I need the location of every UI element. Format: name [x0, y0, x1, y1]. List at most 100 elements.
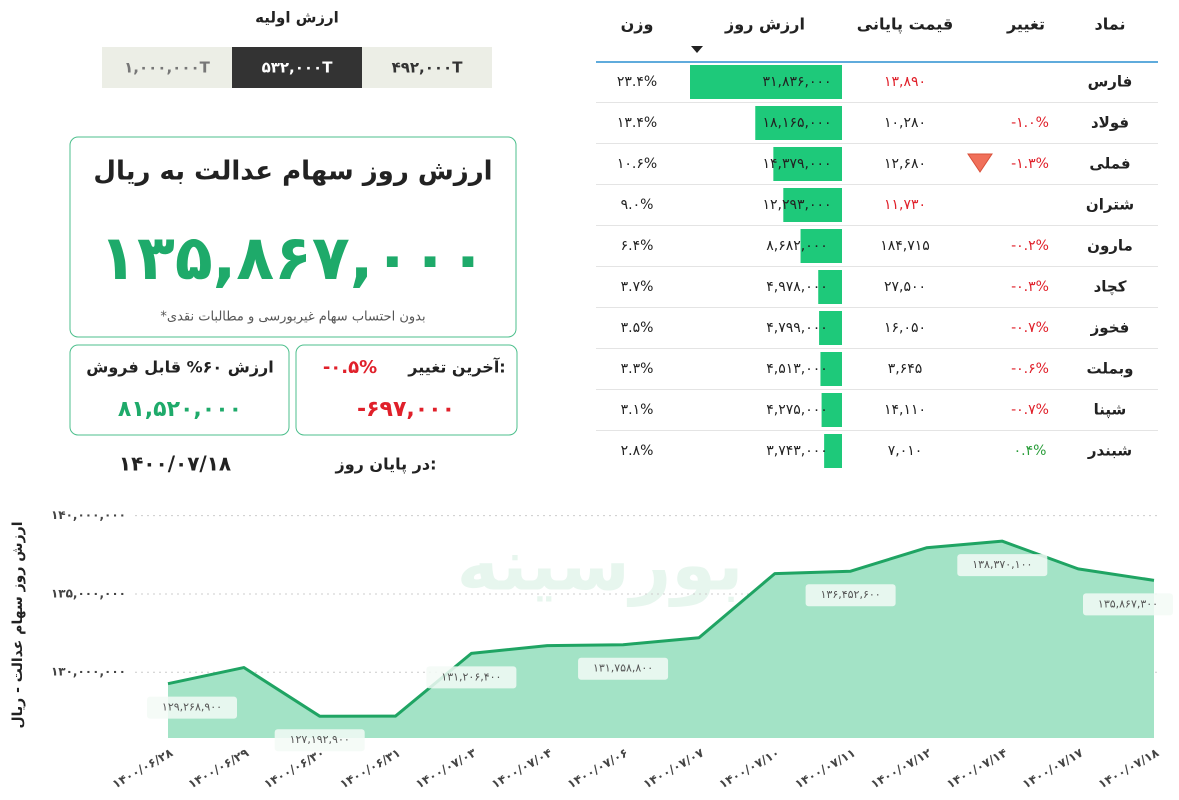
value-bar [690, 65, 842, 99]
toggle-label: ۴۹۲,۰۰۰T [392, 59, 464, 77]
x-tick-label: ۱۴۰۰/۰۶/۲۹ [186, 745, 252, 791]
x-tick-label: ۱۴۰۰/۰۷/۰۶ [565, 746, 630, 792]
x-tick-label: ۱۴۰۰/۰۶/۲۸ [110, 745, 176, 791]
sellable-box [69, 344, 290, 436]
weight: ۲.۸% [621, 443, 654, 459]
weight: ۹.۰% [621, 197, 654, 213]
x-tick-label: ۱۴۰۰/۰۷/۱۲ [868, 745, 934, 791]
change: -۱.۰% [1011, 115, 1049, 131]
value-bar [820, 352, 842, 386]
price: ۱۰,۲۸۰ [884, 115, 926, 131]
value-label-box [1083, 593, 1173, 616]
price: ۱۱,۷۳۰ [884, 197, 926, 213]
change-box [295, 344, 518, 436]
value-bar [818, 270, 842, 304]
down-icon [967, 153, 993, 173]
value-label: ۱۲۹,۲۶۸,۹۰۰ [162, 701, 222, 714]
value-label-box [147, 696, 237, 719]
toggle-label: ۵۳۲,۰۰۰T [262, 59, 334, 77]
value: ۱۸,۱۶۵,۰۰۰ [762, 115, 831, 131]
sellable-value: ۸۱,۵۲۰,۰۰۰ [118, 397, 242, 422]
sort-arrow [691, 46, 703, 53]
value: ۳,۷۴۳,۰۰۰ [766, 443, 828, 459]
value: ۱۲,۲۹۳,۰۰۰ [762, 197, 831, 213]
change: -۱.۳% [1011, 156, 1049, 172]
change-percent: -۰.۵% [323, 357, 377, 378]
x-tick-label: ۱۴۰۰/۰۷/۱۷ [1020, 745, 1086, 791]
value-bar [819, 311, 842, 345]
table-header: نماد [1095, 15, 1126, 34]
value-label-box [426, 666, 517, 689]
toggle-button[interactable] [232, 47, 362, 88]
symbol: وبملت [1086, 360, 1133, 378]
symbol: فملی [1089, 155, 1130, 173]
x-tick-label: ۱۴۰۰/۰۶/۳۱ [337, 746, 402, 792]
value: ۴,۷۹۹,۰۰۰ [766, 320, 828, 336]
value: ۴,۵۱۳,۰۰۰ [766, 361, 828, 377]
symbol: مارون [1087, 237, 1133, 255]
x-tick-label: ۱۴۰۰/۰۷/۱۸ [1096, 745, 1162, 791]
value-bar [800, 229, 842, 263]
table-header: تغییر [1006, 15, 1045, 34]
value-label: ۱۳۶,۴۵۲,۶۰۰ [821, 588, 881, 601]
weight: ۳.۷% [621, 279, 654, 295]
price: ۱۳,۸۹۰ [884, 74, 926, 90]
summary-title: ارزش روز سهام عدالت به ریال [93, 157, 492, 187]
value: ۴,۲۷۵,۰۰۰ [766, 402, 828, 418]
toggle-label: ۱,۰۰۰,۰۰۰T [124, 59, 210, 77]
x-tick-label: ۱۴۰۰/۰۷/۰۷ [641, 745, 707, 791]
y-axis-title: ارزش روز سهام عدالت - ریال [10, 521, 26, 728]
value-label: ۱۳۸,۳۷۰,۱۰۰ [972, 558, 1032, 571]
weight: ۳.۳% [621, 361, 654, 377]
x-tick-label: ۱۴۰۰/۰۷/۱۱ [793, 746, 858, 792]
x-tick-label: ۱۴۰۰/۰۷/۱۴ [944, 746, 1009, 792]
value-bar [824, 434, 842, 468]
symbol: شبندر [1087, 442, 1132, 460]
date-label: در پایان روز: [334, 455, 436, 475]
date: ۱۴۰۰/۰۷/۱۸ [119, 452, 231, 476]
table-header: قیمت پایانی [857, 15, 953, 35]
symbol: شپنا [1094, 401, 1127, 420]
price: ۳,۶۴۵ [888, 361, 923, 377]
value-label: ۱۳۵,۸۶۷,۳۰۰ [1098, 597, 1158, 610]
value: ۱۴,۳۷۹,۰۰۰ [762, 156, 831, 172]
change: -۰.۷% [1011, 320, 1049, 336]
value: ۴,۹۷۸,۰۰۰ [766, 279, 828, 295]
price: ۱۸۴,۷۱۵ [880, 238, 930, 254]
toggle-button[interactable] [102, 47, 232, 88]
x-tick-label: ۱۴۰۰/۰۷/۰۴ [489, 746, 554, 792]
watermark: بورسینه [457, 523, 744, 608]
line [167, 539, 1155, 718]
value-label-box [805, 584, 896, 607]
toggle-button[interactable] [362, 47, 492, 88]
table-header: وزن [621, 15, 654, 34]
weight: ۱۳.۴% [617, 115, 657, 131]
y-tick-label: ۱۴۰,۰۰۰,۰۰۰ [51, 508, 126, 522]
weight: ۳.۵% [621, 320, 654, 336]
price: ۱۲,۶۸۰ [884, 156, 926, 172]
weight: ۶.۴% [621, 238, 654, 254]
y-tick-label: ۱۳۵,۰۰۰,۰۰۰ [51, 586, 126, 600]
sellable-label: ارزش ۶۰% قابل فروش [86, 358, 274, 377]
x-tick-label: ۱۴۰۰/۰۷/۱۰ [717, 746, 782, 792]
x-tick-label: ۱۴۰۰/۰۷/۰۳ [413, 745, 479, 791]
value-label-box [274, 729, 365, 752]
value-label: ۱۳۱,۷۵۸,۸۰۰ [593, 662, 653, 675]
price: ۱۶,۰۵۰ [884, 320, 926, 336]
change: ۰.۴% [1014, 443, 1047, 459]
value-label-box [578, 657, 669, 680]
summary-box [69, 136, 517, 338]
table-header: ارزش روز [724, 15, 805, 34]
weight: ۱۰.۶% [617, 156, 657, 172]
value-label: ۱۳۱,۲۰۶,۴۰۰ [441, 670, 501, 683]
symbol: شتران [1086, 196, 1134, 214]
symbol: فولاد [1091, 114, 1129, 132]
value: ۳۱,۸۳۶,۰۰۰ [762, 74, 831, 90]
weight: ۲۳.۴% [617, 74, 657, 90]
value: ۸,۶۸۲,۰۰۰ [766, 238, 828, 254]
summary-note: *بدون احتساب سهام غیربورسی و مطالبات نقد… [160, 310, 425, 325]
x-tick-label: ۱۴۰۰/۰۶/۳۰ [262, 746, 327, 792]
value-label-box [957, 554, 1048, 577]
change: -۰.۶% [1011, 361, 1049, 377]
